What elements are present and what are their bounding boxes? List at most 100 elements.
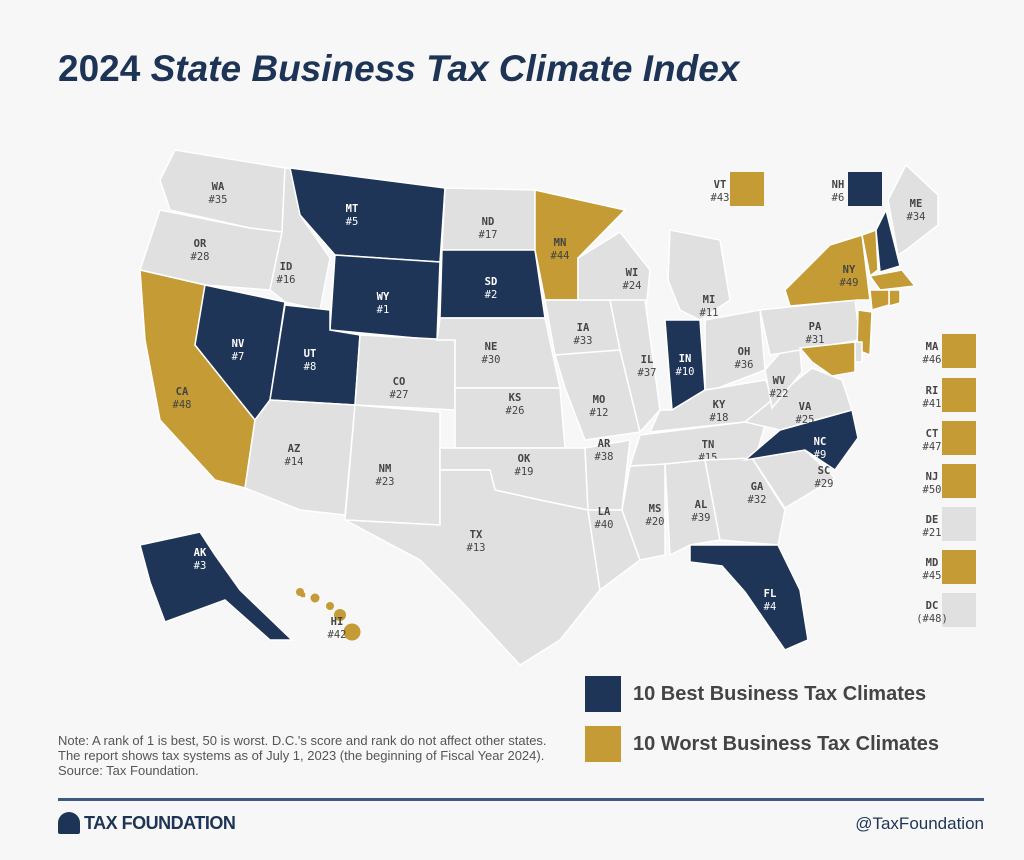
footnote: Note: A rank of 1 is best, 50 is worst. … (58, 733, 558, 778)
state-rank: #12 (590, 407, 609, 419)
state-swatch (942, 334, 976, 368)
state-rank: #35 (209, 194, 228, 206)
state-shape (784, 234, 871, 307)
state-rank: #11 (700, 307, 719, 319)
state-dc: DC(#48) (916, 593, 976, 627)
state-swatch (942, 421, 976, 455)
state-ny: NY#49 (784, 234, 871, 307)
state-mt: MT#5 (289, 167, 446, 263)
state-rank: #24 (623, 280, 642, 292)
state-shape (648, 379, 782, 433)
state-rank: #22 (770, 388, 789, 400)
state-rank: #8 (304, 361, 317, 373)
state-abbr: VT (714, 179, 727, 191)
state-rank: #3 (194, 560, 207, 572)
state-abbr: AK (194, 547, 207, 559)
state-abbr: OK (518, 453, 531, 465)
state-abbr: MO (593, 394, 606, 406)
state-ks: KS#26 (454, 387, 566, 449)
title-text: State Business Tax Climate Index (150, 48, 740, 89)
state-abbr: DC (926, 600, 939, 612)
state-rank: #6 (832, 192, 845, 204)
state-abbr: NC (814, 436, 827, 448)
state-rank: #14 (285, 456, 304, 468)
state-az: AZ#14 (244, 399, 356, 516)
state-rank: #40 (595, 519, 614, 531)
state-shape (139, 531, 294, 641)
state-abbr: CT (926, 428, 939, 440)
state-abbr: VA (799, 401, 812, 413)
state-ma: MA#46 (868, 269, 976, 368)
state-abbr: ND (482, 216, 495, 228)
state-abbr: ME (910, 198, 923, 210)
state-shape (664, 459, 721, 557)
state-abbr: UT (304, 348, 317, 360)
state-rank: #16 (277, 274, 296, 286)
state-abbr: NV (232, 338, 245, 350)
state-ak: AK#3 (139, 531, 294, 641)
state-abbr: PA (809, 321, 822, 333)
state-ri: RI#41 (888, 289, 976, 412)
state-nh: NH#6 (832, 172, 901, 273)
state-rank: #41 (923, 398, 942, 410)
state-mn: MN#44 (534, 189, 627, 301)
state-co: CO#27 (354, 334, 456, 411)
state-rank: #23 (376, 476, 395, 488)
state-la: LA#40 (587, 506, 641, 592)
state-abbr: AL (695, 499, 708, 511)
state-shape (344, 404, 441, 526)
state-abbr: AZ (288, 443, 301, 455)
state-abbr: NM (379, 463, 392, 475)
state-nm: NM#23 (344, 404, 441, 526)
state-rank: #42 (328, 629, 347, 641)
capitol-dome-icon (58, 812, 80, 834)
state-ga: GA#32 (704, 457, 786, 546)
state-rank: #48 (173, 399, 192, 411)
island-shape (310, 593, 320, 603)
state-shape (554, 349, 641, 441)
state-shape (621, 463, 666, 561)
state-swatch (730, 172, 764, 206)
state-abbr: TN (702, 439, 715, 451)
state-abbr: IN (679, 353, 692, 365)
state-abbr: KY (713, 399, 726, 411)
state-fl: FL#4 (689, 544, 809, 651)
state-al: AL#39 (664, 459, 721, 557)
state-rank: #5 (346, 216, 359, 228)
state-abbr: OR (194, 238, 207, 250)
state-shape (868, 269, 917, 291)
divider (58, 798, 984, 801)
state-shape (854, 341, 863, 363)
legend-label-worst: 10 Worst Business Tax Climates (633, 732, 940, 755)
state-abbr: KS (509, 392, 522, 404)
island-shape (334, 609, 346, 621)
legend-swatch-best (585, 676, 621, 712)
state-vt: VT#43 (711, 172, 879, 278)
tax-foundation-logo: TAX FOUNDATION (58, 812, 236, 834)
state-rank: #13 (467, 542, 486, 554)
state-abbr: MN (554, 237, 567, 249)
state-abbr: GA (751, 481, 764, 493)
state-wy: WY#1 (329, 254, 441, 341)
state-rank: #34 (907, 211, 926, 223)
state-shape (861, 228, 879, 278)
state-shape (798, 341, 856, 377)
state-rank: #38 (595, 451, 614, 463)
state-nd: ND#17 (441, 187, 536, 251)
state-rank: #45 (923, 570, 942, 582)
state-abbr: NH (832, 179, 845, 191)
state-abbr: DE (926, 514, 939, 526)
state-mi: MI#11 (667, 229, 731, 321)
state-ct: CT#47 (869, 289, 976, 455)
state-swatch (942, 550, 976, 584)
legend-swatch-worst (585, 726, 621, 762)
state-shape (887, 163, 939, 257)
state-rank: #33 (574, 335, 593, 347)
state-rank: #49 (840, 277, 859, 289)
state-rank: #17 (479, 229, 498, 241)
state-shape (704, 457, 786, 546)
state-rank: #26 (506, 405, 525, 417)
island-shape (326, 602, 334, 610)
state-abbr: SD (485, 276, 498, 288)
state-me: ME#34 (887, 163, 939, 257)
